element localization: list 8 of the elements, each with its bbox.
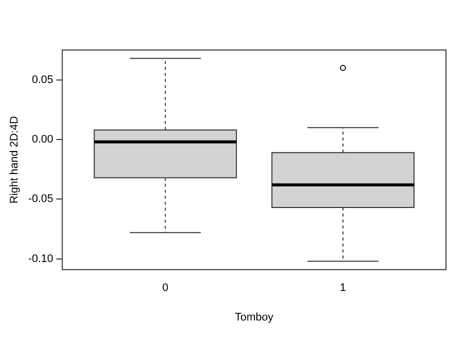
x-tick-label: 1 xyxy=(340,282,346,294)
x-tick-label: 0 xyxy=(162,282,168,294)
x-axis-title: Tomboy xyxy=(234,311,274,324)
y-tick-label: 0.00 xyxy=(32,134,54,146)
y-tick-label: 0.05 xyxy=(32,74,54,86)
y-tick-label: -0.10 xyxy=(28,252,54,265)
y-tick-label: -0.05 xyxy=(28,193,54,206)
y-axis-title: Right hand 2D:4D xyxy=(8,116,21,204)
